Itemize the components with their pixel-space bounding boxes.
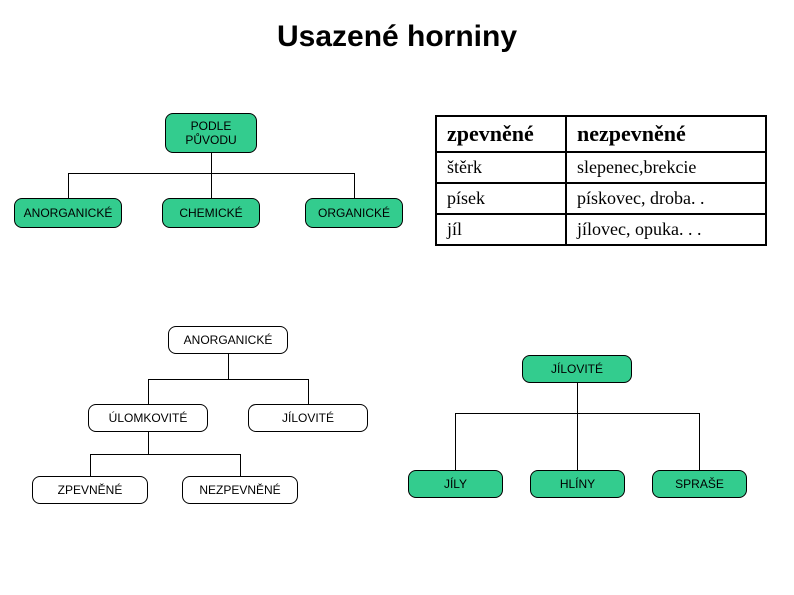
tree1-child-1: CHEMICKÉ [162, 198, 260, 228]
connector [90, 454, 91, 476]
table-cell: jíl [436, 214, 566, 245]
tree1-child-2: ORGANICKÉ [305, 198, 403, 228]
table-header-1: nezpevněné [566, 116, 766, 152]
tree3-child-1: HLÍNY [530, 470, 625, 498]
connector [148, 379, 308, 380]
connector [228, 354, 229, 379]
connector [354, 173, 355, 198]
tree2-root: ANORGANICKÉ [168, 326, 288, 354]
tree3-child-2: SPRAŠE [652, 470, 747, 498]
tree3-root: JÍLOVITÉ [522, 355, 632, 383]
connector [211, 173, 212, 198]
connector [148, 432, 149, 454]
connector [148, 379, 149, 404]
connector [455, 413, 456, 470]
tree3-child-0: JÍLY [408, 470, 503, 498]
table-cell: písek [436, 183, 566, 214]
table-cell: štěrk [436, 152, 566, 183]
connector [90, 454, 240, 455]
tree1-child-0: ANORGANICKÉ [14, 198, 122, 228]
tree2-grandchild-0: ZPEVNĚNÉ [32, 476, 148, 504]
data-table: zpevněné nezpevněné štěrk slepenec,brekc… [435, 115, 767, 246]
table-cell: jílovec, opuka. . . [566, 214, 766, 245]
connector [699, 413, 700, 470]
table-cell: pískovec, droba. . [566, 183, 766, 214]
tree1-root: PODLE PŮVODU [165, 113, 257, 153]
connector [211, 153, 212, 173]
table-header-0: zpevněné [436, 116, 566, 152]
connector [577, 383, 578, 413]
table-cell: slepenec,brekcie [566, 152, 766, 183]
connector [577, 413, 578, 470]
connector [68, 173, 69, 198]
connector [308, 379, 309, 404]
tree2-grandchild-1: NEZPEVNĚNÉ [182, 476, 298, 504]
tree2-child-0: ÚLOMKOVITÉ [88, 404, 208, 432]
connector [240, 454, 241, 476]
tree2-child-1: JÍLOVITÉ [248, 404, 368, 432]
page-title: Usazené horniny [0, 0, 794, 54]
